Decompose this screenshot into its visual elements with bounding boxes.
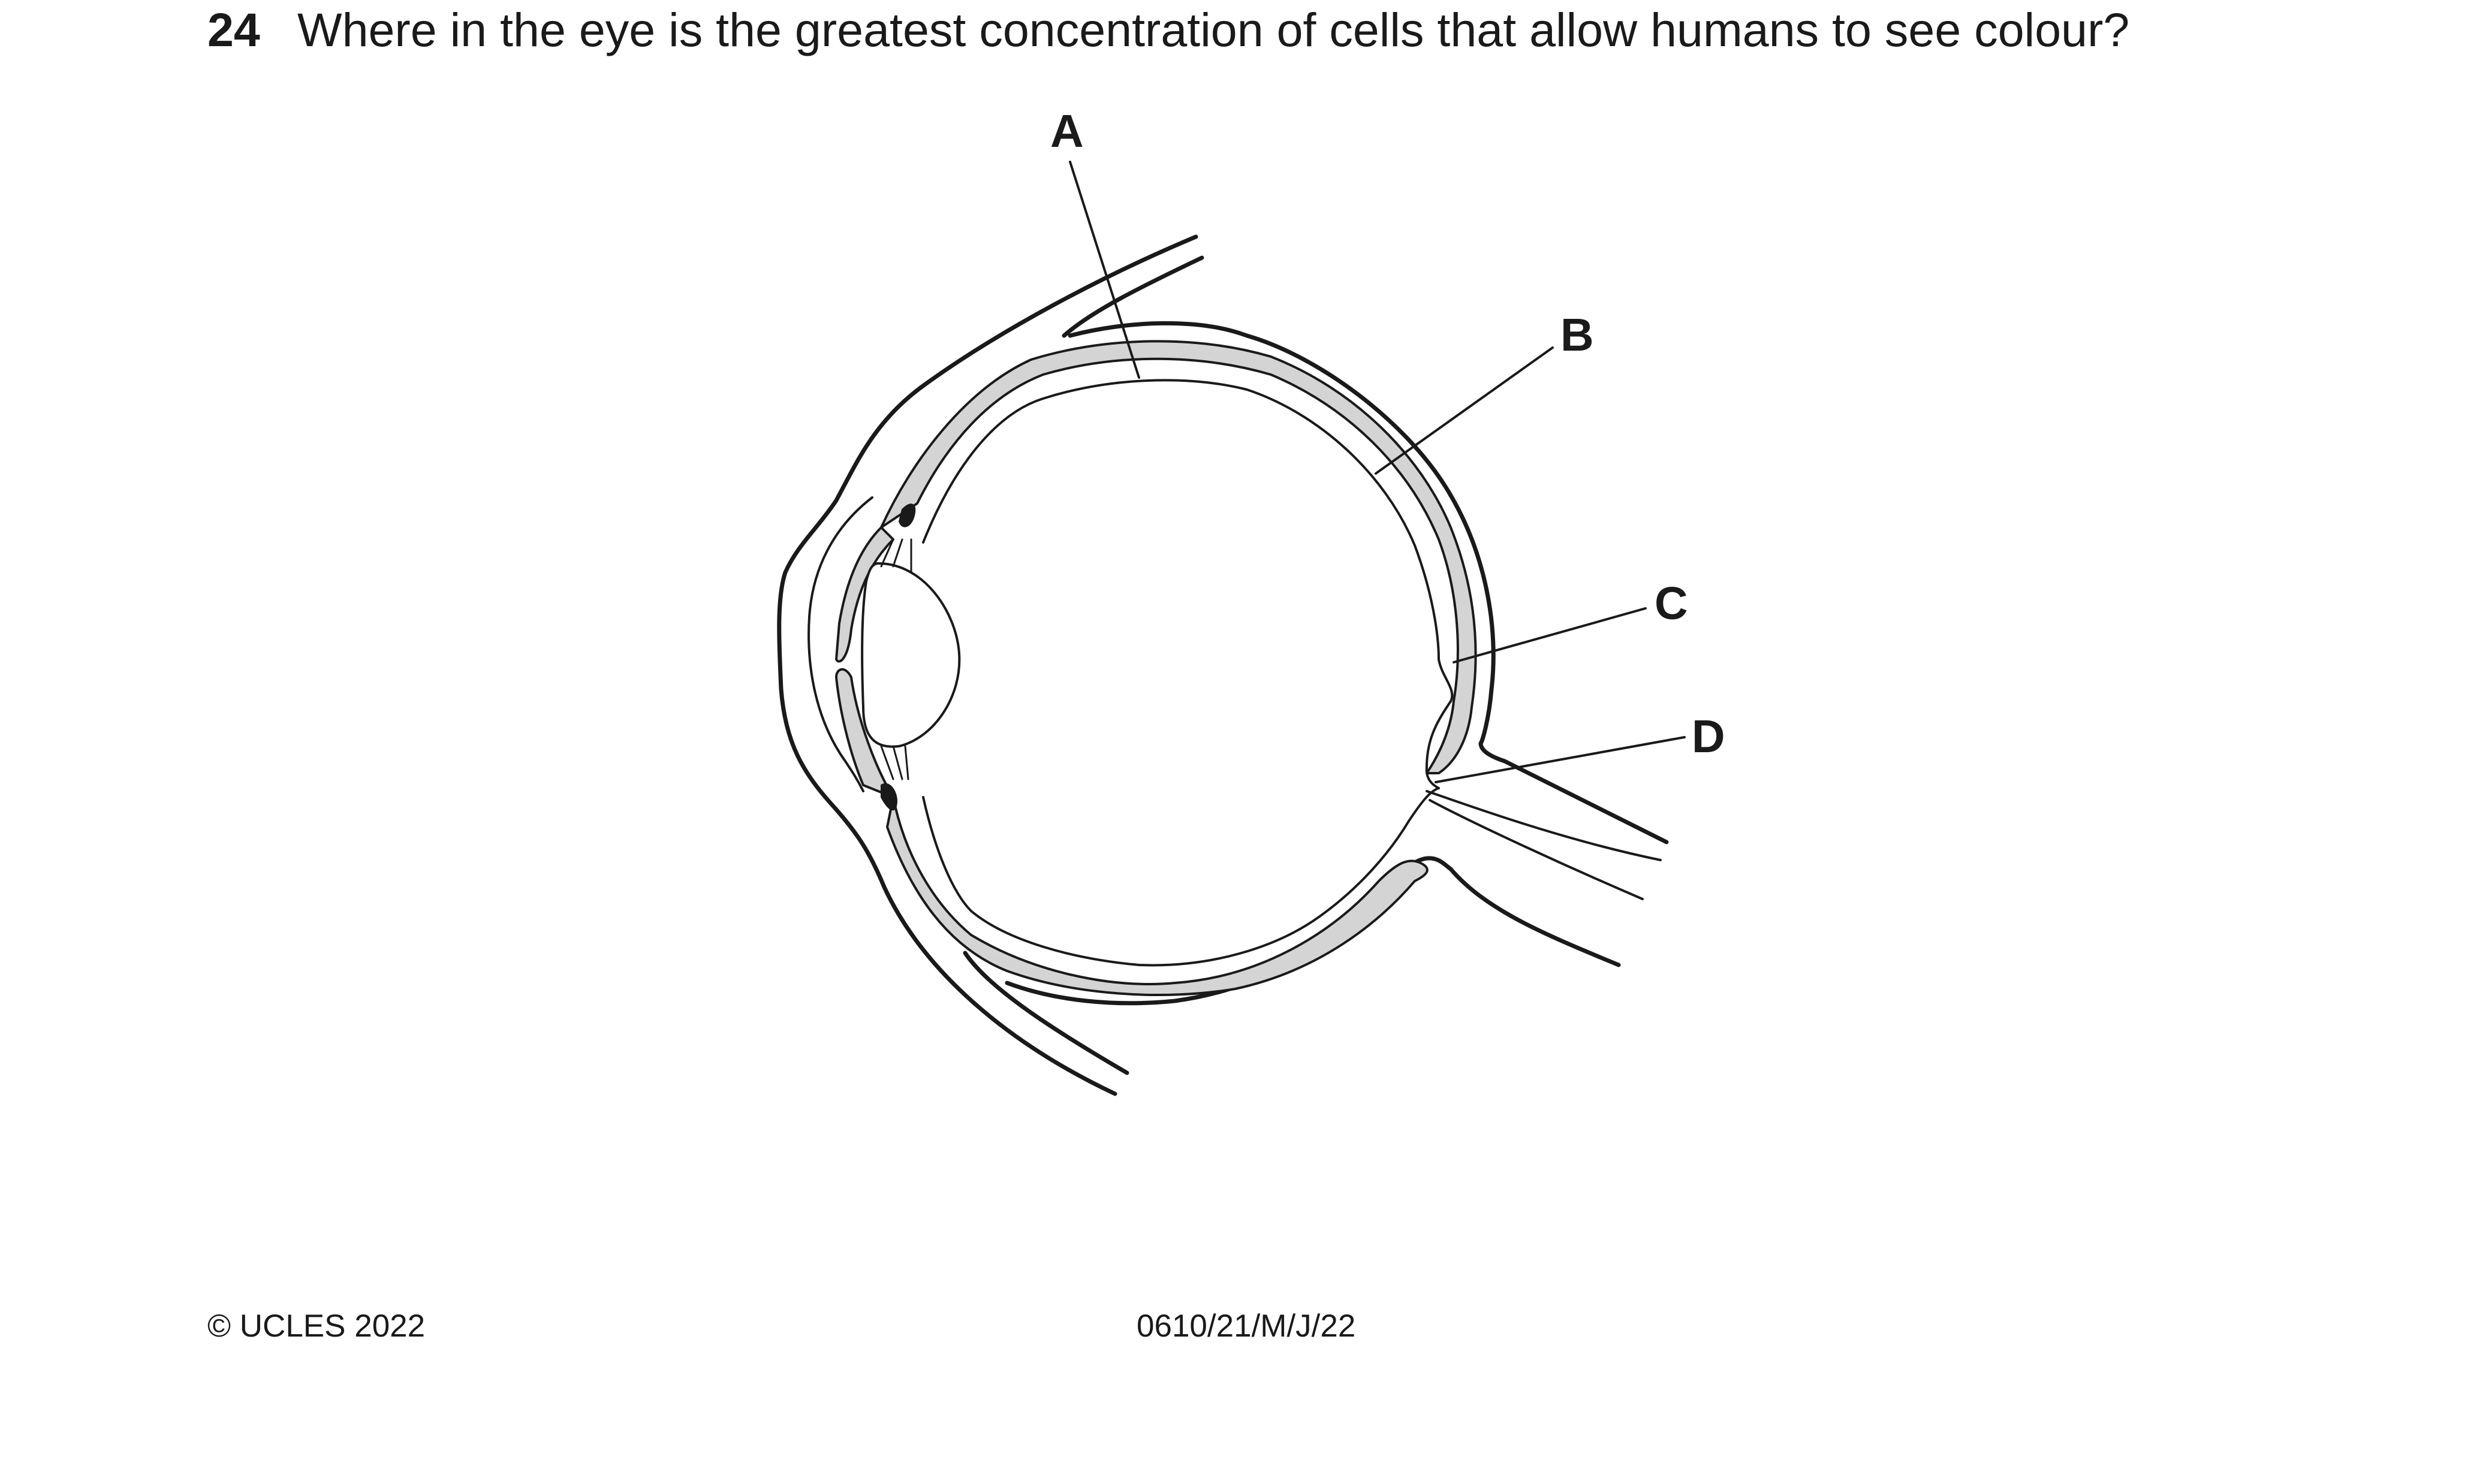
label-d: D	[1692, 711, 1725, 762]
copyright-footer: © UCLES 2022	[207, 1308, 426, 1344]
optic-nerve-line-1	[1426, 790, 1662, 861]
retina-inner	[922, 379, 1454, 789]
question-text: Where in the eye is the greatest concent…	[297, 3, 2130, 56]
lower-ligament-1	[880, 745, 894, 780]
question-number: 24	[207, 3, 260, 56]
label-c: C	[1655, 578, 1688, 629]
lens	[861, 562, 961, 748]
paper-code-footer: 0610/21/M/J/22	[1137, 1308, 1356, 1344]
upper-ligament-2	[892, 538, 903, 568]
leader-line-a	[1069, 161, 1140, 379]
sclera-outer	[1068, 321, 1669, 844]
upper-ciliary-muscle	[899, 503, 916, 527]
question: 24 Where in the eye is the greatest conce…	[207, 6, 2129, 53]
upper-socket-line	[777, 234, 1198, 1096]
lower-ciliary-muscle	[881, 783, 897, 811]
lower-iris	[835, 668, 894, 798]
choroid-layer-lower	[886, 796, 1429, 996]
label-b: B	[1560, 309, 1594, 361]
upper-lid-line	[1062, 255, 1204, 338]
leader-line-d	[1435, 736, 1686, 783]
retina-inner-lower	[922, 787, 1440, 967]
leader-line-c	[1453, 607, 1647, 663]
lower-ligament-3	[904, 745, 909, 780]
lower-lid-line	[963, 951, 1129, 1075]
upper-ligament-1	[880, 538, 894, 568]
cornea	[807, 496, 873, 792]
leader-line-b	[1375, 346, 1554, 475]
lower-ligament-2	[892, 745, 903, 780]
choroid-layer	[880, 340, 1477, 774]
label-a: A	[1050, 105, 1084, 157]
optic-nerve-line-2	[1429, 799, 1644, 900]
